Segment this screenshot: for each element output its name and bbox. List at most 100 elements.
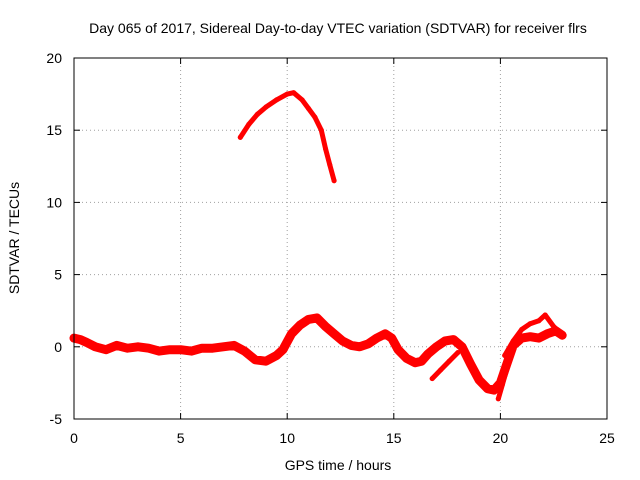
data-point	[485, 386, 491, 392]
data-point	[382, 331, 388, 337]
data-point	[84, 340, 90, 345]
data-series-layer	[69, 90, 567, 402]
data-point	[476, 377, 482, 383]
data-point	[199, 345, 205, 351]
data-point	[510, 338, 516, 344]
data-point	[312, 114, 318, 120]
data-point	[280, 347, 286, 353]
data-point	[254, 111, 260, 117]
data-point	[299, 97, 305, 103]
data-point	[77, 337, 83, 343]
data-point	[263, 104, 269, 110]
data-point	[327, 162, 333, 168]
data-point	[237, 134, 243, 140]
y-tick-label: 5	[54, 267, 62, 283]
plot-frame	[73, 57, 608, 420]
data-point	[252, 357, 258, 363]
data-point	[536, 335, 542, 341]
axis-ticks: 0 5 10 15 20 25 -5 0 5 10 15 20	[46, 50, 615, 446]
data-point	[297, 322, 303, 328]
y-tick-label: 20	[46, 50, 62, 66]
data-point	[242, 348, 248, 354]
data-point	[438, 367, 444, 373]
data-point	[291, 90, 297, 96]
data-point	[318, 127, 324, 133]
y-tick-label: 0	[54, 339, 62, 355]
data-point	[433, 344, 439, 350]
data-point	[135, 344, 141, 350]
data-point	[331, 178, 337, 184]
data-point	[395, 347, 401, 353]
data-point	[455, 350, 461, 356]
series-line-3	[429, 350, 461, 382]
data-point	[357, 344, 363, 350]
data-point	[491, 387, 497, 393]
data-point	[210, 345, 216, 351]
data-point	[551, 324, 557, 330]
data-point	[500, 381, 505, 387]
y-tick-label: -5	[50, 411, 63, 427]
data-point	[114, 342, 120, 348]
x-tick-label: 10	[279, 430, 295, 446]
y-tick-label: 15	[46, 122, 62, 138]
data-point	[124, 345, 130, 351]
data-point	[156, 348, 162, 354]
data-point	[348, 342, 354, 348]
data-point	[536, 318, 542, 324]
x-tick-label: 25	[599, 430, 615, 446]
data-point	[544, 331, 550, 337]
data-point	[331, 331, 337, 337]
data-point	[146, 345, 152, 351]
y-tick-label: 10	[46, 194, 62, 210]
data-point	[340, 338, 346, 344]
data-point	[103, 347, 109, 353]
data-point	[451, 337, 456, 343]
data-point	[559, 331, 565, 337]
data-point	[167, 347, 173, 353]
data-point	[446, 358, 452, 364]
data-point	[389, 335, 395, 341]
data-point	[323, 324, 329, 330]
data-point	[468, 361, 474, 367]
chart-title: Day 065 of 2017, Sidereal Day-to-day VTE…	[89, 20, 587, 36]
data-point	[306, 106, 311, 111]
x-tick-label: 0	[70, 430, 78, 446]
data-point	[246, 121, 252, 127]
data-point	[274, 97, 279, 103]
data-point	[429, 376, 435, 382]
x-tick-label: 20	[493, 430, 509, 446]
data-point	[442, 338, 448, 344]
data-point	[506, 358, 512, 364]
data-point	[495, 396, 501, 402]
data-point	[527, 321, 533, 327]
data-point	[220, 344, 226, 350]
data-point	[502, 353, 508, 358]
x-tick-label: 5	[177, 430, 185, 446]
data-point	[519, 335, 525, 341]
data-point	[374, 335, 380, 341]
data-point	[188, 348, 194, 354]
data-point	[542, 312, 548, 318]
data-point	[284, 91, 290, 97]
data-point	[519, 327, 525, 332]
y-axis-label: SDTVAR / TECUs	[6, 182, 22, 294]
x-axis-label: GPS time / hours	[285, 457, 392, 473]
data-point	[263, 358, 269, 364]
data-point	[412, 360, 418, 366]
data-point	[425, 351, 431, 357]
data-point	[314, 315, 320, 321]
data-point	[306, 316, 311, 322]
data-point	[323, 146, 329, 152]
data-point	[178, 347, 184, 353]
x-tick-label: 15	[386, 430, 402, 446]
data-point	[365, 341, 371, 347]
data-point	[289, 331, 294, 337]
data-point	[459, 344, 465, 350]
data-point	[404, 355, 410, 361]
data-point	[92, 344, 98, 350]
data-point	[231, 342, 237, 348]
data-point	[527, 334, 533, 340]
data-point	[419, 358, 424, 364]
